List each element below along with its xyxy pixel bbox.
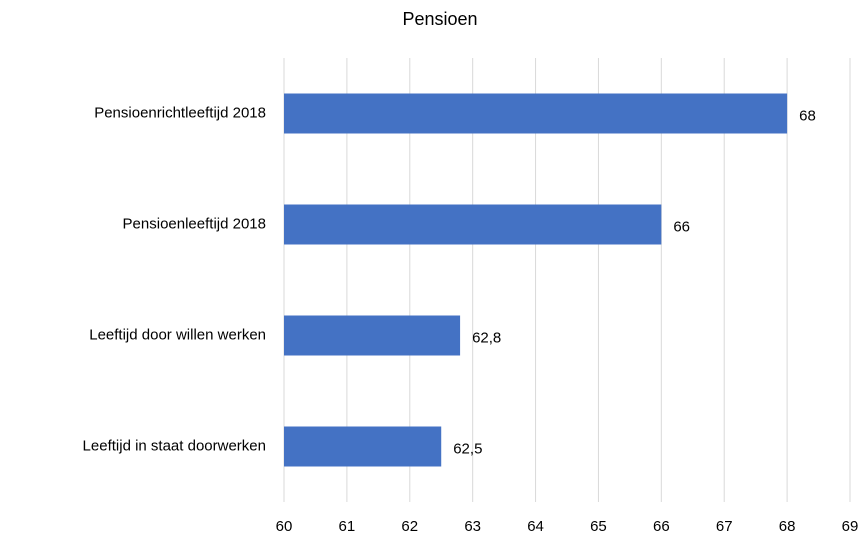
x-tick-label: 66 [653, 518, 670, 535]
x-tick-label: 68 [779, 518, 796, 535]
x-tick-label: 64 [527, 518, 544, 535]
x-tick-label: 61 [339, 518, 356, 535]
x-tick-label: 63 [464, 518, 481, 535]
chart-title: Pensioen [402, 9, 477, 29]
bar [284, 426, 442, 467]
y-tick-label: Pensioenrichtleeftijd 2018 [94, 104, 266, 121]
x-tick-label: 65 [590, 518, 607, 535]
x-tick-label: 62 [401, 518, 418, 535]
y-tick-label: Leeftijd door willen werken [89, 326, 266, 343]
data-label: 66 [673, 218, 690, 235]
x-tick-label: 60 [276, 518, 293, 535]
data-label: 68 [799, 107, 816, 124]
data-label: 62,8 [472, 329, 501, 346]
x-tick-label: 67 [716, 518, 733, 535]
y-tick-label: Pensioenleeftijd 2018 [123, 215, 266, 232]
bar [284, 315, 461, 356]
bar [284, 204, 662, 245]
y-tick-label: Leeftijd in staat doorwerken [83, 437, 266, 454]
bar [284, 93, 788, 134]
x-tick-label: 69 [842, 518, 859, 535]
data-label: 62,5 [453, 440, 482, 457]
